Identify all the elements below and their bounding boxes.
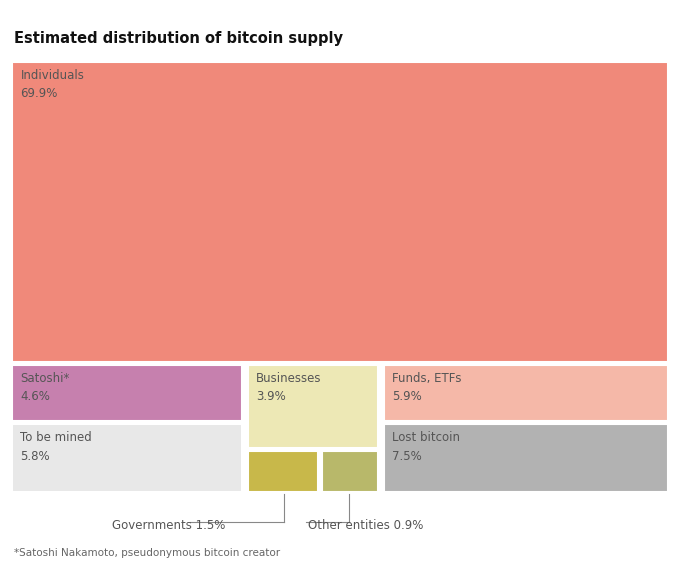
Text: Individuals: Individuals <box>20 69 84 82</box>
Text: 7.5%: 7.5% <box>392 449 422 463</box>
Text: Satoshi*: Satoshi* <box>20 372 70 385</box>
Text: Lost bitcoin: Lost bitcoin <box>392 431 460 444</box>
Text: 5.9%: 5.9% <box>392 390 422 403</box>
Text: Other entities 0.9%: Other entities 0.9% <box>308 519 424 532</box>
Text: 69.9%: 69.9% <box>20 87 58 100</box>
Text: Businesses: Businesses <box>256 372 322 385</box>
Text: *Satoshi Nakamoto, pseudonymous bitcoin creator: *Satoshi Nakamoto, pseudonymous bitcoin … <box>14 548 279 558</box>
Text: Estimated distribution of bitcoin supply: Estimated distribution of bitcoin supply <box>14 31 343 46</box>
Text: Governments 1.5%: Governments 1.5% <box>112 519 226 532</box>
Text: To be mined: To be mined <box>20 431 92 444</box>
Text: 3.9%: 3.9% <box>256 390 286 403</box>
Text: 5.8%: 5.8% <box>20 449 50 463</box>
Text: Funds, ETFs: Funds, ETFs <box>392 372 461 385</box>
Text: 4.6%: 4.6% <box>20 390 50 403</box>
